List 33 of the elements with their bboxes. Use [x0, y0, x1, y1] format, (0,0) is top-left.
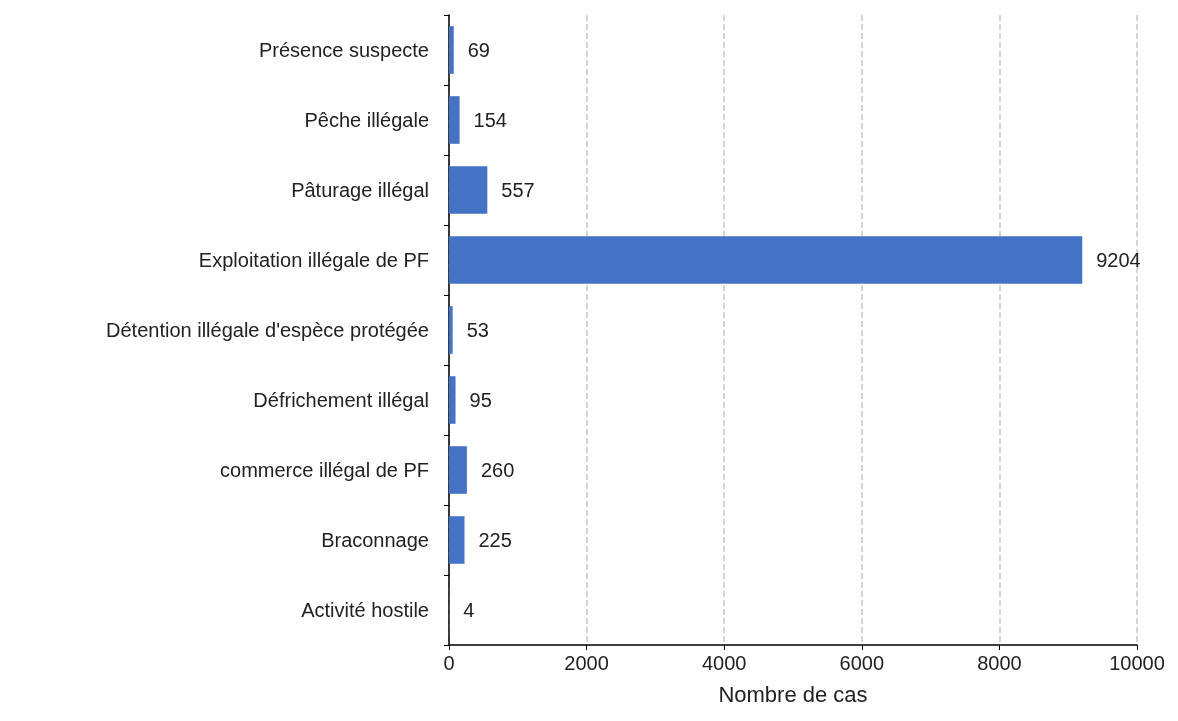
y-tick-label: Détention illégale d'espèce protégée — [106, 319, 429, 341]
bar — [449, 516, 465, 564]
y-tick-label: Pâturage illégal — [291, 179, 429, 201]
x-tick-label: 10000 — [1109, 652, 1165, 674]
y-tick-label: Exploitation illégale de PF — [198, 249, 429, 271]
bar — [449, 166, 488, 214]
data-label: 69 — [467, 39, 490, 61]
bar — [449, 96, 460, 144]
y-tick-label: Pêche illégale — [304, 109, 429, 131]
x-tick-label: 4000 — [701, 652, 747, 674]
bar — [449, 446, 467, 494]
x-tick-label: 2000 — [564, 652, 609, 674]
bar — [449, 306, 453, 354]
data-label: 95 — [469, 389, 492, 411]
data-label: 225 — [478, 529, 512, 551]
x-tick-label: 6000 — [839, 652, 885, 674]
data-label: 260 — [480, 459, 515, 481]
y-tick-label: Activité hostile — [301, 599, 429, 621]
bar — [449, 26, 454, 74]
data-label: 154 — [473, 109, 507, 131]
bar — [449, 376, 456, 424]
data-label: 53 — [466, 319, 489, 341]
data-label: 9204 — [1096, 249, 1141, 271]
y-tick-label: commerce illégal de PF — [220, 459, 429, 481]
y-tick-label: Défrichement illégal — [253, 389, 429, 411]
x-tick-label: 0 — [443, 652, 455, 674]
bar — [449, 236, 1083, 284]
y-tick-label: Présence suspecte — [258, 39, 429, 61]
data-label: 4 — [463, 599, 475, 621]
x-axis-title: Nombre de cas — [718, 681, 868, 707]
data-label: 557 — [501, 179, 535, 201]
y-tick-label: Braconnage — [321, 529, 429, 551]
x-tick-label: 8000 — [977, 652, 1022, 674]
